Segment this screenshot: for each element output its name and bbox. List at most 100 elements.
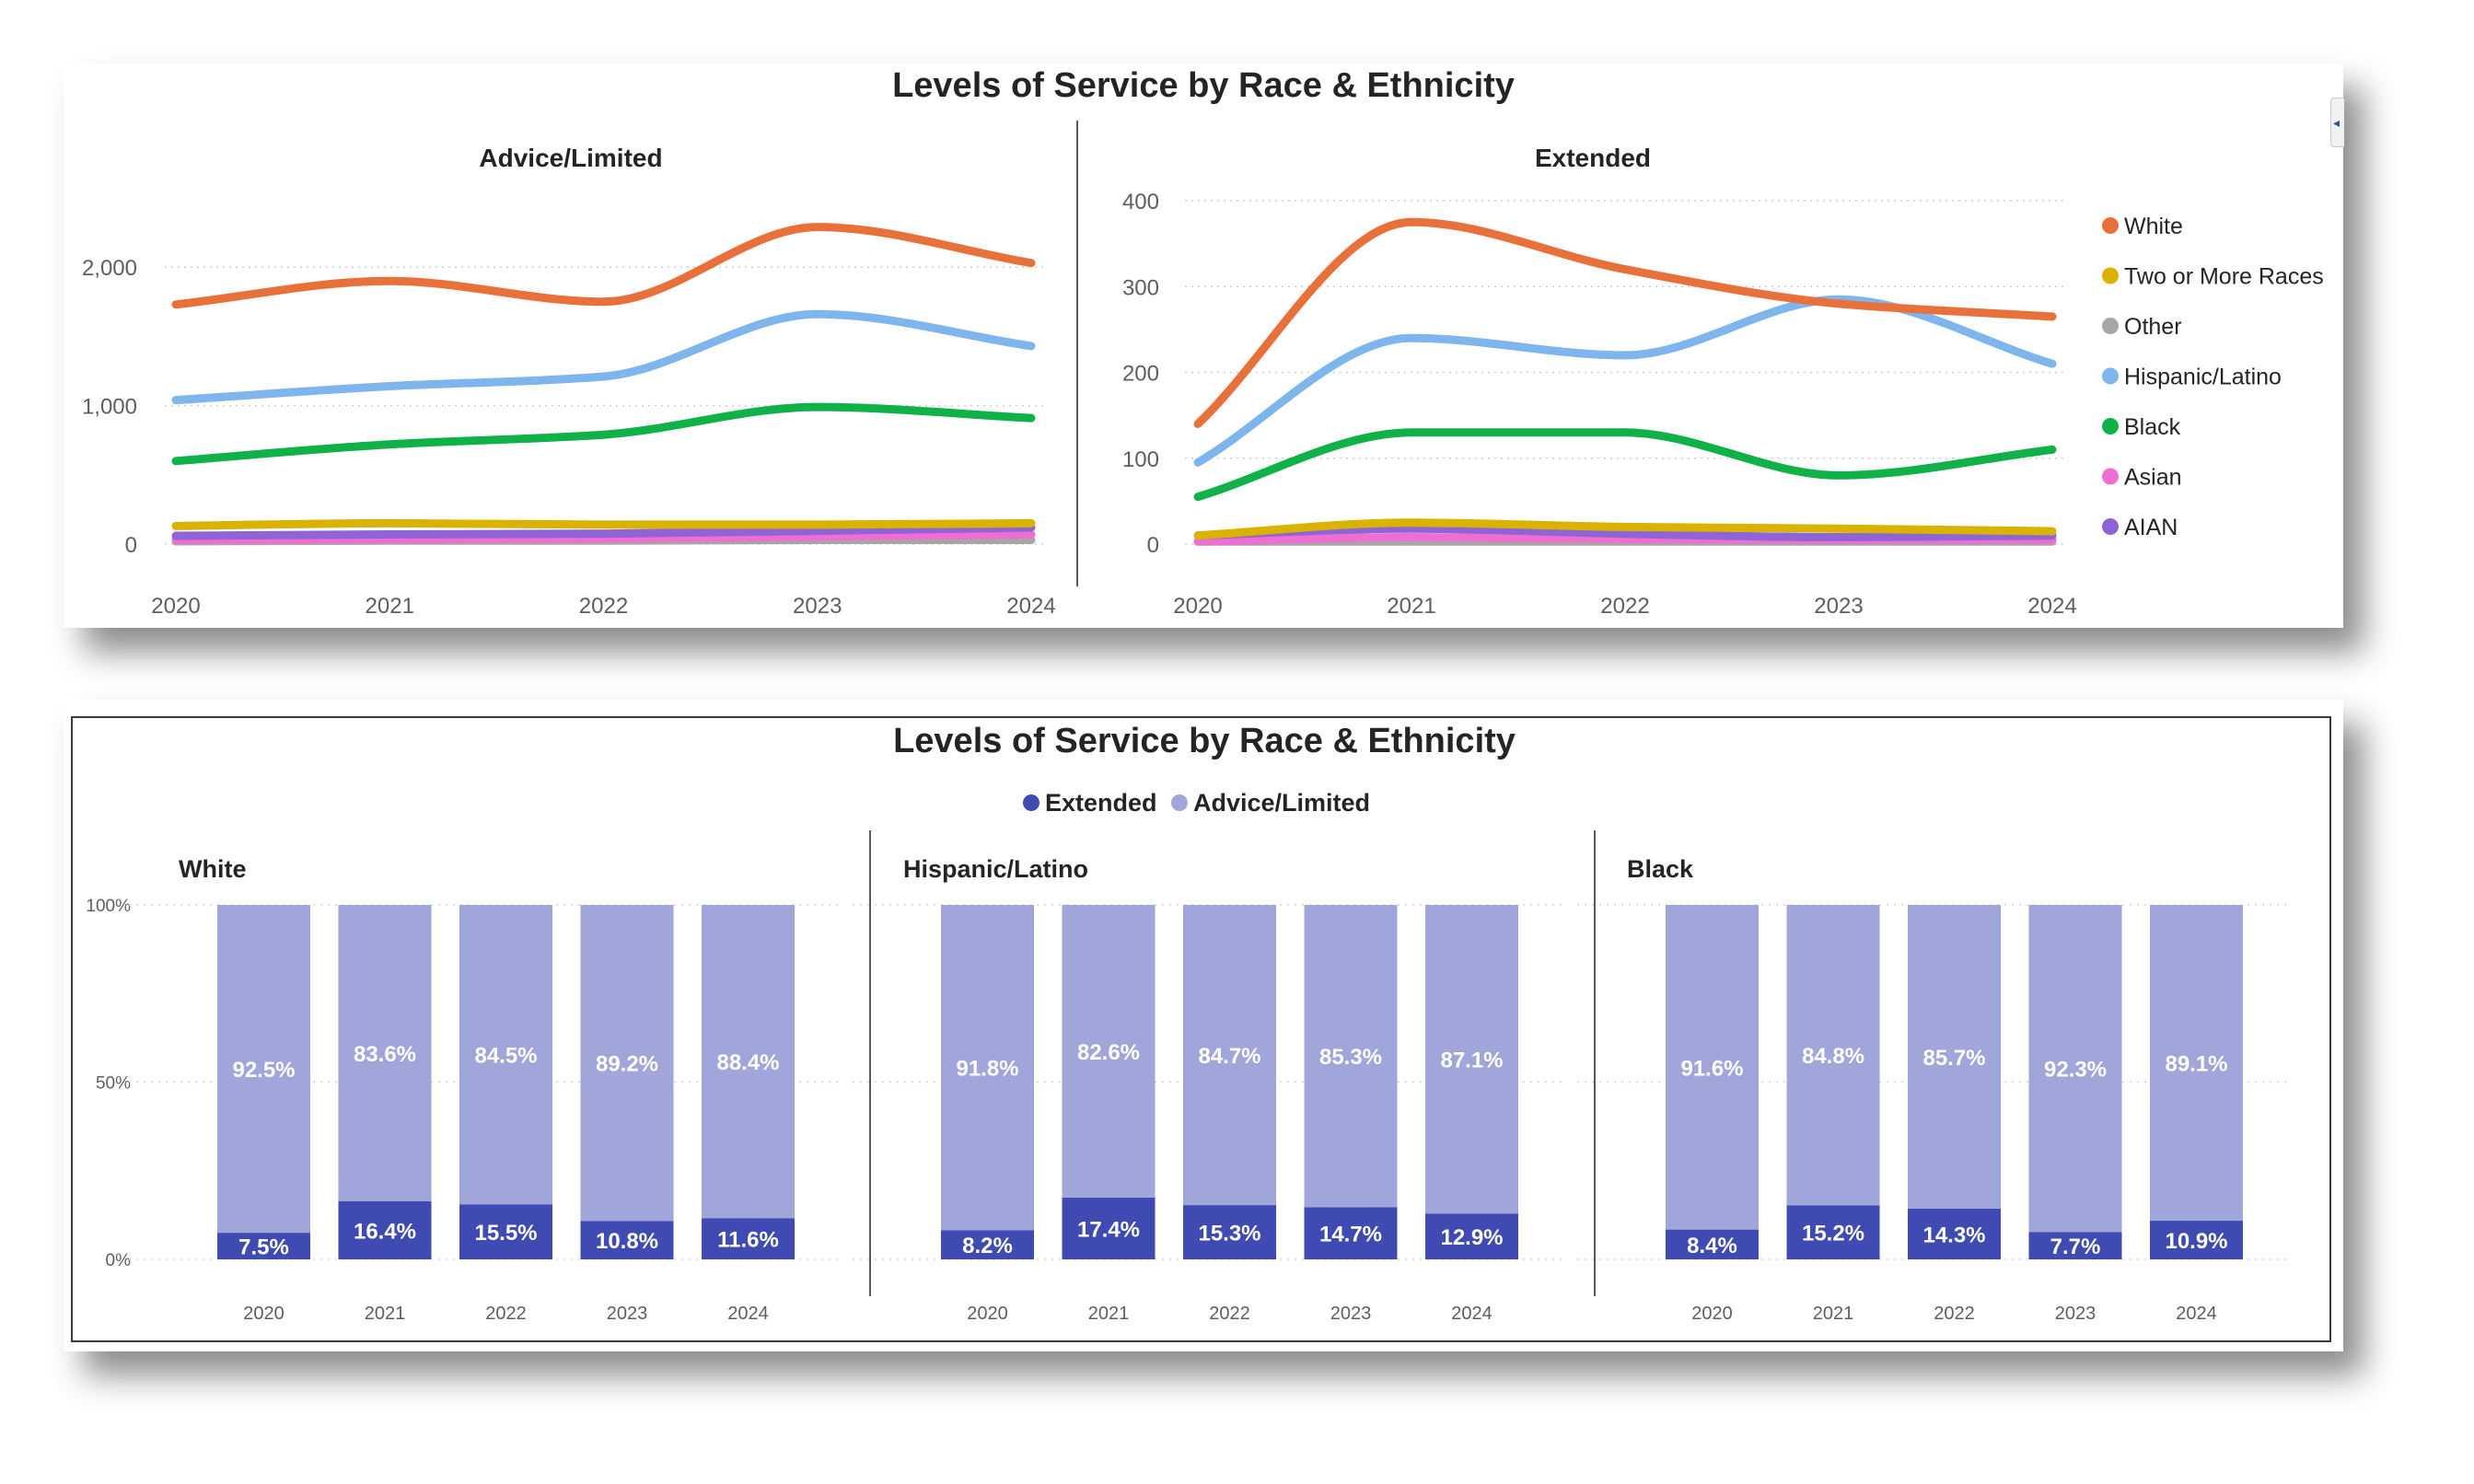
bar-group-white-xtick-label: 2020	[243, 1304, 285, 1324]
legend-label-extended: Extended	[1045, 789, 1157, 817]
advice-chart-series-line-aian	[171, 523, 1036, 540]
legend-label-aian: AIAN	[2124, 515, 2178, 540]
advice-chart-xtick-label: 2022	[579, 594, 628, 619]
extended-chart-xtick-label: 2023	[1814, 594, 1863, 619]
bar-group-white-label-extended-2023: 10.8%	[596, 1229, 658, 1254]
chevron-left-icon: ◂	[2333, 115, 2340, 130]
bar-group-white-bar-advice-2022	[459, 905, 552, 1205]
bar-group-black-label-extended-2021: 15.2%	[1802, 1222, 1864, 1246]
bar-group-white-bar-extended-2021	[338, 1200, 432, 1259]
advice-chart-xtick-label: 2023	[793, 594, 842, 619]
extended-chart-ytick-label: 400	[1122, 190, 1159, 214]
extended-chart-xtick-label: 2021	[1387, 594, 1435, 619]
bar-ytick-label: 50%	[96, 1074, 131, 1094]
advice-chart-xtick-label: 2024	[1006, 594, 1055, 619]
bar-group-black-bar-advice-2021	[1786, 905, 1880, 1206]
bar-group-black-label-extended-2023: 7.7%	[2050, 1235, 2101, 1259]
bar-group-white-label-advice-2022: 84.5%	[474, 1044, 537, 1069]
bar-group-hispanic-latino-label-extended-2022: 15.3%	[1198, 1222, 1260, 1246]
bar-group-white-xtick-label: 2021	[365, 1304, 406, 1324]
bar-group-hispanic-latino-label-advice-2022: 84.7%	[1198, 1044, 1260, 1069]
extended-chart-xtick-label: 2022	[1600, 594, 1649, 619]
bar-group-white-bar-extended-2022	[459, 1204, 552, 1259]
bar-group-hispanic-latino-bar-extended-2024	[1425, 1213, 1518, 1259]
bar-group-hispanic-latino-bar-extended-2023	[1304, 1207, 1398, 1259]
extended-chart-series-line-aian	[1193, 524, 2057, 541]
bar-group-hispanic-latino-bar-extended-2021	[1062, 1198, 1156, 1259]
advice-chart-series-line-black	[171, 402, 1036, 466]
bar-group-hispanic-latino-bar-extended-2020	[941, 1230, 1034, 1259]
bar-group-white-bar-advice-2023	[580, 905, 674, 1222]
advice-chart-series-line-hispanic-latino	[171, 309, 1036, 405]
extended-chart-ytick-label: 300	[1122, 275, 1159, 300]
bar-group-white-label-extended-2020: 7.5%	[238, 1235, 289, 1260]
bar-group-black-bar-extended-2020	[1666, 1229, 1759, 1259]
legend-label-two-or-more-races: Two or More Races	[2124, 264, 2324, 290]
bar-group-black-xtick-label: 2021	[1813, 1304, 1854, 1324]
bar-group-hispanic-latino-label-advice-2021: 82.6%	[1077, 1040, 1140, 1065]
bar-group-black-label-advice-2020: 91.6%	[1680, 1056, 1743, 1081]
bar-group-white-bar-extended-2023	[580, 1221, 674, 1259]
extended-chart-ytick-label: 200	[1122, 362, 1159, 387]
advice-chart-ytick-label: 2,000	[82, 256, 137, 281]
bar-group-white-bar-extended-2020	[217, 1233, 310, 1259]
bar-group-black-bar-advice-2024	[2150, 905, 2243, 1222]
bar-group-hispanic-latino-label-extended-2021: 17.4%	[1077, 1218, 1140, 1243]
bar-group-hispanic-latino-xtick-label: 2022	[1209, 1304, 1250, 1324]
bar-group-hispanic-latino-label-extended-2020: 8.2%	[962, 1234, 1013, 1258]
bar-group-white-label-advice-2023: 89.2%	[596, 1052, 658, 1077]
advice-chart-series-line-white	[171, 223, 1036, 309]
bar-group-hispanic-latino-bar-advice-2021	[1062, 905, 1156, 1199]
advice-chart-series-line-two-or-more-races	[171, 518, 1036, 530]
bar-group-black-bar-advice-2020	[1666, 905, 1759, 1230]
bar-group-black-bar-extended-2022	[1908, 1208, 2001, 1259]
bar-group-black-xtick-label: 2023	[2055, 1304, 2097, 1324]
legend-marker-aian	[2102, 518, 2119, 535]
bar-group-white-bar-advice-2021	[338, 905, 432, 1201]
extended-chart-ytick-label: 0	[1147, 533, 1159, 558]
bar-group-white-bar-extended-2024	[702, 1218, 795, 1259]
legend-marker-asian	[2102, 468, 2119, 485]
bar-group-black-bar-extended-2023	[2028, 1232, 2122, 1259]
bar-group-black-bar-extended-2024	[2150, 1221, 2243, 1259]
bar-group-black-label-extended-2020: 8.4%	[1687, 1234, 1737, 1258]
legend-label-asian: Asian	[2124, 465, 2182, 491]
bar-group-hispanic-latino-label-advice-2023: 85.3%	[1319, 1045, 1382, 1070]
legend-marker-extended	[1023, 794, 1040, 811]
bar-charts-panel: Levels of Service by Race & Ethnicity Ext…	[64, 700, 2343, 1351]
bar-group-hispanic-latino-bar-advice-2022	[1183, 905, 1276, 1206]
bar-charts-svg: Levels of Service by Race & Ethnicity Ext…	[86, 722, 2291, 1324]
legend-marker-other	[2102, 318, 2119, 334]
bar-group-white-label-extended-2022: 15.5%	[474, 1221, 537, 1246]
bar-group-hispanic-latino-label-advice-2024: 87.1%	[1440, 1049, 1503, 1073]
line-charts-title: Levels of Service by Race & Ethnicity	[892, 66, 1515, 105]
bar-group-white-title: White	[179, 855, 247, 883]
bar-group-hispanic-latino-bar-advice-2020	[941, 905, 1034, 1231]
bar-group-white-label-advice-2020: 92.5%	[232, 1058, 295, 1083]
bar-group-white-bar-advice-2024	[702, 905, 795, 1219]
bar-group-white-xtick-label: 2022	[485, 1304, 527, 1324]
advice-chart-xtick-label: 2021	[366, 594, 414, 619]
bar-ytick-label: 0%	[106, 1251, 132, 1270]
extended-chart-subtitle: Extended	[1535, 144, 1651, 172]
bar-group-hispanic-latino-bar-extended-2022	[1183, 1205, 1276, 1259]
legend-label-hispanic-latino: Hispanic/Latino	[2124, 365, 2282, 390]
collapse-handle[interactable]: ◂	[2330, 98, 2344, 147]
bar-group-black-xtick-label: 2022	[1934, 1304, 1975, 1324]
bar-group-hispanic-latino-xtick-label: 2023	[1330, 1304, 1372, 1324]
legend-label-other: Other	[2124, 314, 2182, 340]
bar-group-black-bar-advice-2023	[2028, 905, 2122, 1233]
bar-group-black-label-extended-2022: 14.3%	[1922, 1223, 1985, 1247]
bar-group-black-bar-advice-2022	[1908, 905, 2001, 1209]
advice-chart-xtick-label: 2020	[151, 594, 200, 619]
advice-chart-ytick-label: 1,000	[82, 395, 137, 420]
advice-chart-ytick-label: 0	[125, 533, 137, 558]
extended-chart-ytick-label: 100	[1122, 447, 1159, 472]
legend-label-advice-limited: Advice/Limited	[1193, 789, 1370, 817]
bar-group-hispanic-latino-bar-advice-2023	[1304, 905, 1398, 1208]
bar-group-black-label-advice-2023: 92.3%	[2044, 1058, 2107, 1083]
bar-group-black-xtick-label: 2020	[1691, 1304, 1733, 1324]
bar-group-hispanic-latino-label-advice-2020: 91.8%	[956, 1057, 1018, 1082]
bar-group-white-label-advice-2024: 88.4%	[716, 1050, 779, 1075]
bar-group-white-label-extended-2021: 16.4%	[354, 1219, 416, 1244]
